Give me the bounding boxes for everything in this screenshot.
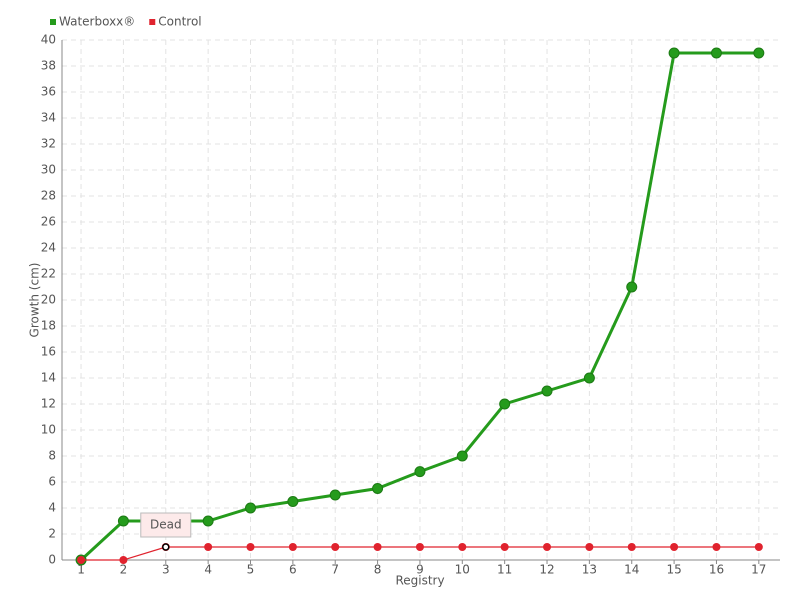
x-tick-label: 2 [120,563,128,577]
data-point [414,466,426,478]
data-point [117,515,129,527]
y-tick-label: 18 [41,319,56,333]
y-tick-label: 2 [48,527,56,541]
x-tick-label: 12 [539,563,554,577]
y-tick-label: 8 [48,449,56,463]
y-tick-label: 20 [41,293,56,307]
data-point [754,543,763,551]
legend-swatch [149,19,156,25]
x-tick-label: 8 [374,563,382,577]
legend-swatch [50,19,56,25]
data-point [712,543,721,551]
y-tick-label: 34 [41,111,56,125]
annotation-point [162,543,170,551]
y-tick-label: 14 [41,371,56,385]
data-point [245,502,257,514]
data-point [627,543,636,551]
legend-label: Control [158,15,201,29]
data-point [753,47,765,59]
x-tick-label: 7 [331,563,339,577]
data-point [372,483,384,494]
data-point [373,543,382,551]
data-point [119,556,128,564]
data-point [541,385,553,397]
data-point [246,543,255,551]
data-point [543,543,552,551]
y-tick-label: 32 [41,137,56,151]
y-tick-label: 4 [48,501,56,515]
y-tick-label: 26 [41,215,56,229]
x-tick-label: 6 [289,563,297,577]
y-tick-label: 16 [41,345,56,359]
x-tick-label: 14 [624,563,639,577]
data-point [288,543,297,551]
data-point [202,515,214,527]
data-point [204,543,213,551]
y-axis-label: Growth (cm) [28,263,42,338]
y-tick-label: 30 [41,163,56,177]
data-point [458,543,467,551]
x-tick-label: 9 [416,563,424,577]
x-tick-label: 11 [497,563,512,577]
y-tick-label: 22 [41,267,56,281]
y-tick-label: 38 [41,59,56,73]
data-point [668,47,680,59]
y-tick-label: 0 [48,553,56,567]
data-point [583,372,595,384]
x-tick-label: 13 [582,563,597,577]
data-point [287,496,299,507]
y-tick-label: 10 [41,423,56,437]
data-point [500,543,509,551]
y-tick-label: 28 [41,189,56,203]
y-tick-label: 24 [41,241,56,255]
x-tick-label: 16 [709,563,724,577]
data-point [77,556,86,564]
data-point [710,47,722,59]
y-tick-label: 40 [41,33,56,47]
x-axis-label: Registry [395,574,444,588]
y-tick-label: 12 [41,397,56,411]
x-tick-label: 1 [77,563,85,577]
x-tick-label: 4 [204,563,212,577]
x-tick-label: 10 [455,563,470,577]
annotation-box [140,512,192,538]
data-point [331,543,340,551]
data-point [626,281,638,293]
data-point [415,543,424,551]
x-tick-label: 15 [666,563,681,577]
data-point [670,543,679,551]
data-point [585,543,594,551]
data-point [329,489,341,501]
annotation-text: Dead [150,518,182,532]
y-tick-label: 6 [48,475,56,489]
data-point [499,398,511,410]
x-tick-label: 5 [247,563,255,577]
data-point [456,450,468,462]
x-tick-label: 17 [751,563,766,577]
legend-label: Waterboxx® [59,15,135,29]
x-tick-label: 3 [162,563,170,577]
y-tick-label: 36 [41,85,56,99]
